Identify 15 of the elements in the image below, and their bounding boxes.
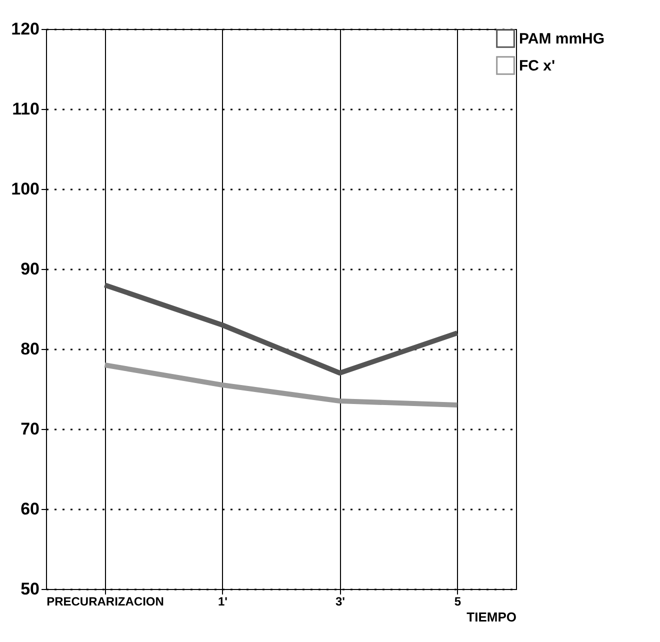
- x-tick-label: PRECURARIZACION: [46, 594, 164, 608]
- y-tick-label: 90: [20, 260, 40, 278]
- y-tick-label: 60: [20, 500, 40, 518]
- legend-label: PAM mmHG: [519, 30, 605, 48]
- y-tick-label: 110: [12, 100, 40, 118]
- x-tick-label: 1': [218, 594, 228, 608]
- y-tick-label: 80: [20, 340, 40, 358]
- x-axis-title: TIEMPO: [466, 610, 516, 624]
- y-tick-label: 50: [20, 580, 40, 598]
- y-tick-label: 120: [11, 20, 40, 38]
- y-tick-label: 70: [20, 420, 40, 438]
- y-tick-label: 100: [11, 180, 40, 198]
- x-tick-label: 3': [335, 594, 346, 608]
- x-tick-label: 5: [454, 594, 462, 608]
- legend-label: FC x': [519, 58, 556, 74]
